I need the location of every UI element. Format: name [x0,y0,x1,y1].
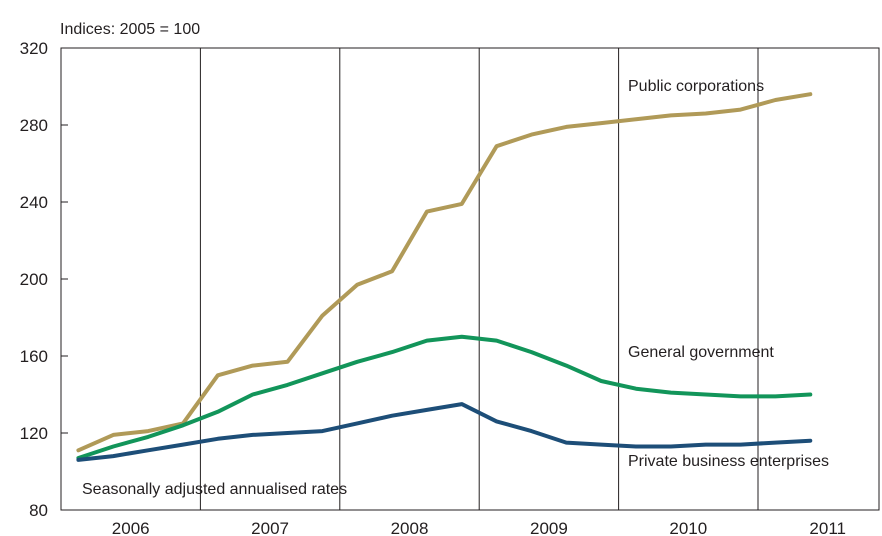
note-label: Seasonally adjusted annualised rates [82,481,347,498]
y-tick-label: 320 [20,39,48,58]
x-tick-label: 2010 [669,519,707,536]
x-tick-label: 2007 [251,519,289,536]
y-tick-label: 160 [20,347,48,366]
y-tick-label: 280 [20,116,48,135]
units-label: Indices: 2005 = 100 [60,21,200,38]
series-label-private-business-enterprises: Private business enterprises [628,453,829,470]
series-line-general-government [76,334,813,460]
series-label-public-corporations: Public corporations [628,78,764,95]
year-dividers [199,48,759,510]
x-tick-label: 2011 [809,519,846,536]
y-tick-label: 240 [20,193,48,212]
series-lines [76,92,813,462]
y-axis: 80 120 160 200 240 280 320 [20,39,68,520]
y-tick-label: 120 [20,424,48,443]
series-label-general-government: General government [628,344,774,361]
series-line-private-business-enterprises [76,402,813,462]
x-tick-label: 2006 [112,519,150,536]
y-tick-label: 200 [20,270,48,289]
plot-frame [60,47,880,511]
y-tick-label: 80 [29,501,48,520]
series-line-public-corporations [76,92,813,453]
x-tick-label: 2009 [530,519,568,536]
x-axis: 2006 2007 2008 2009 2010 2011 [112,519,846,536]
x-tick-label: 2008 [391,519,429,536]
